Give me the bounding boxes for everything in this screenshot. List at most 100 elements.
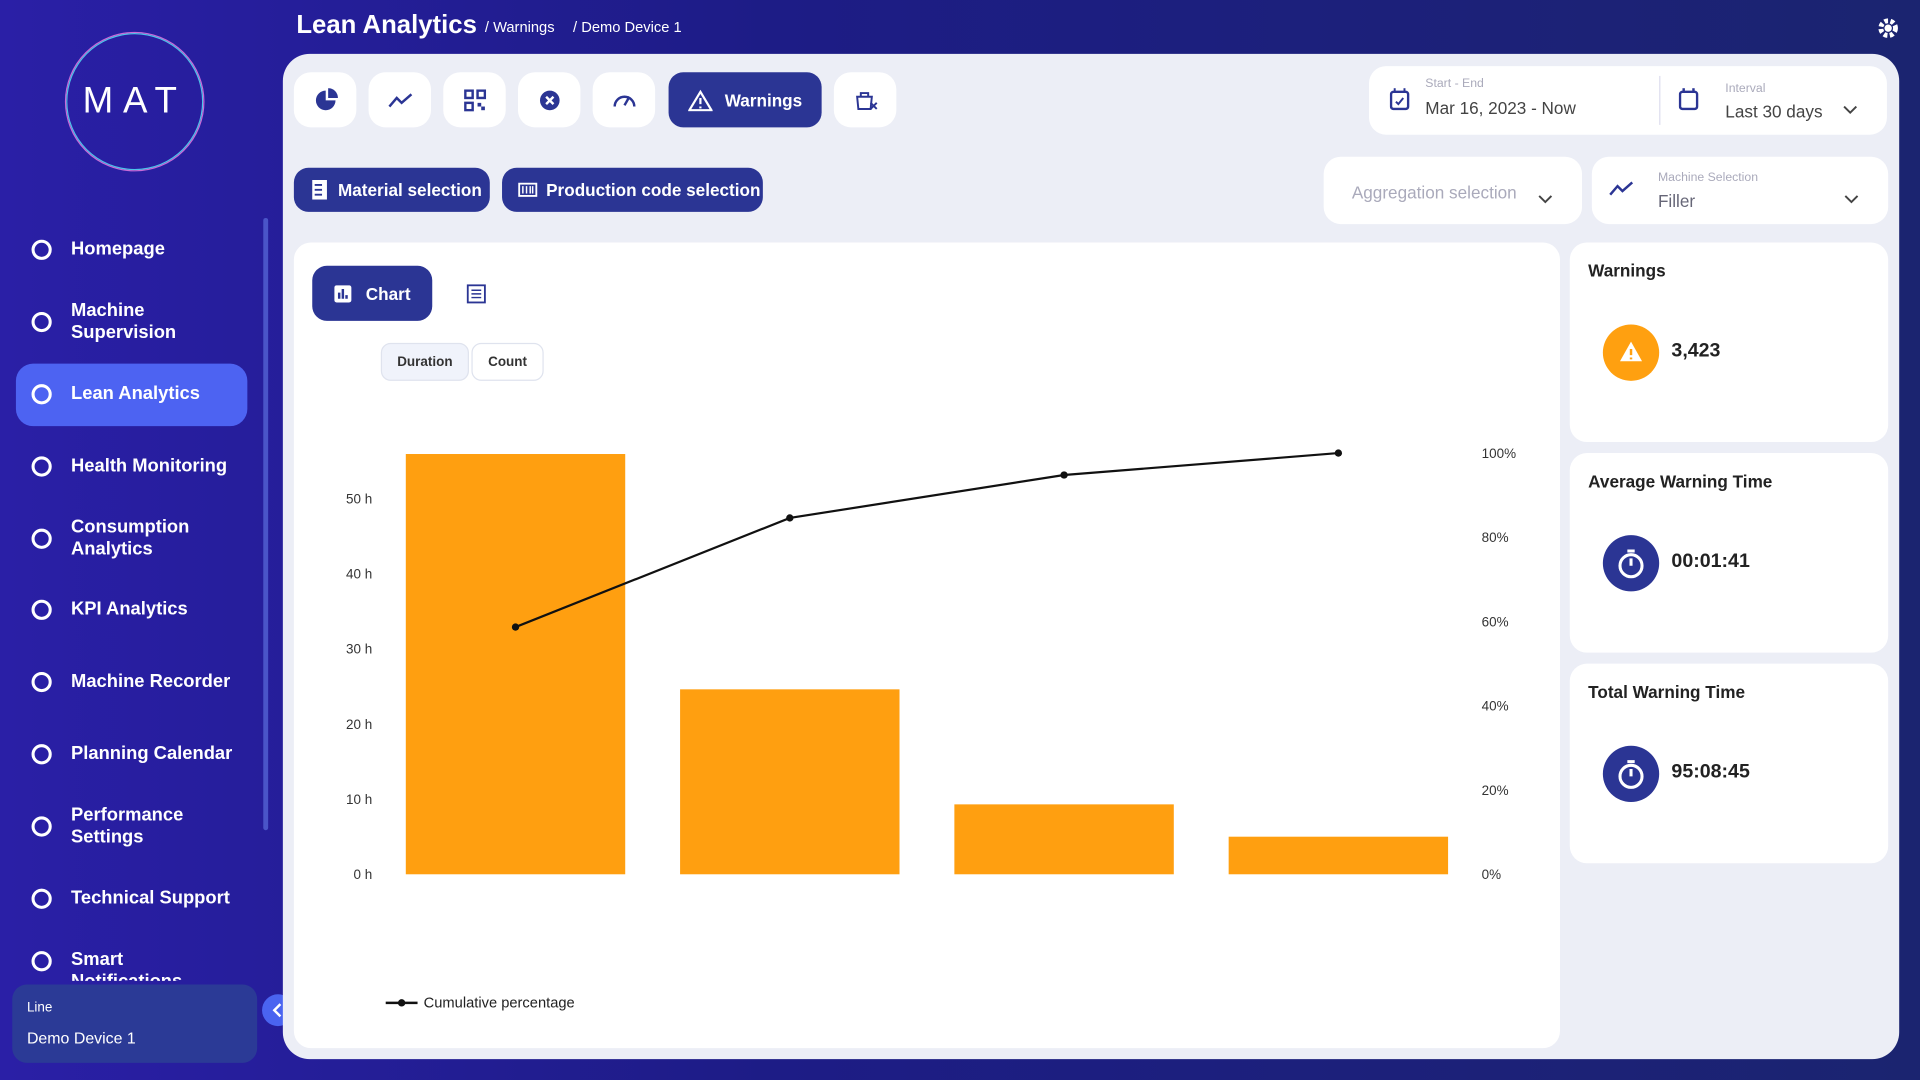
legend-dot [397, 999, 406, 1007]
line-box[interactable]: Line Demo Device 1 [12, 984, 258, 1063]
bar [680, 689, 900, 875]
nav-item[interactable]: Planning Calendar [29, 732, 237, 776]
nav-icon [31, 384, 52, 405]
divider [1659, 75, 1661, 125]
nav-icon [31, 311, 52, 333]
breadcrumb[interactable]: / Warnings [484, 18, 555, 36]
nav-item[interactable]: Health Monitoring [29, 444, 237, 488]
nav-icon [31, 599, 52, 620]
tab-errors[interactable] [517, 72, 581, 128]
breadcrumb[interactable]: / Demo Device 1 [573, 18, 682, 36]
y2-tick-label: 60% [1482, 614, 1509, 629]
table-tab[interactable] [466, 284, 487, 304]
machine-select[interactable]: Machine Selection Filler [1591, 156, 1889, 225]
y-tick-label: 20 h [346, 717, 372, 732]
production-code-button[interactable]: Production code selection [502, 167, 763, 212]
bar [954, 804, 1174, 875]
nav-label: Machine Recorder [71, 671, 231, 692]
card-icon [1602, 535, 1660, 592]
nav-icon [31, 671, 52, 693]
toggle-count[interactable]: Count [471, 342, 544, 381]
card-value: 95:08:45 [1671, 761, 1750, 783]
nav-item[interactable]: Homepage [29, 228, 237, 272]
nav-label: Smart Notifications [71, 948, 182, 981]
settings-icon[interactable] [1876, 16, 1900, 40]
toggle-duration[interactable]: Duration [380, 342, 469, 381]
nav-label: Health Monitoring [71, 455, 228, 477]
y-tick-label: 10 h [346, 792, 372, 807]
logo: MAT [64, 31, 205, 172]
nav-icon [31, 456, 52, 477]
timer-icon [1618, 549, 1644, 579]
line-value: Demo Device 1 [26, 1028, 136, 1047]
y2-tick-label: 100% [1482, 446, 1516, 461]
nav-label: Machine Supervision [71, 300, 177, 343]
nav-item[interactable]: Technical Support [29, 877, 237, 921]
y-tick-label: 30 h [346, 642, 372, 657]
bar [405, 454, 626, 875]
tab-trend[interactable] [368, 72, 432, 128]
chevron [1844, 195, 1859, 204]
nav-label: Homepage [71, 238, 165, 260]
material-button[interactable]: Material selection [293, 167, 490, 212]
interval-value[interactable]: Last 30 days [1725, 101, 1823, 122]
warning-icon [1620, 341, 1643, 362]
nav-label: Technical Support [71, 887, 230, 909]
calendar-icon [1678, 88, 1699, 111]
chart-tab[interactable]: Chart [312, 265, 433, 321]
chart: 0 h 10 h 20 h 30 h 40 h 50 h 0% 20% 40% 60% 80% 100… [346, 446, 1516, 1012]
y2-tick-label: 20% [1482, 783, 1509, 798]
nav-icon [31, 888, 52, 909]
line-point [1060, 471, 1068, 479]
line-point [1334, 449, 1343, 457]
tab-qr[interactable] [443, 72, 506, 128]
card-value: 00:01:41 [1671, 551, 1750, 572]
nav-label: Consumption Analytics [71, 516, 190, 560]
card-icon [1602, 324, 1660, 381]
tab-label: Chart [365, 283, 411, 304]
machine-label: Machine Selection [1657, 171, 1759, 185]
card-value: 3,423 [1671, 340, 1721, 362]
nav-icon [31, 744, 52, 765]
nav-icon [31, 528, 52, 549]
timer-icon [1618, 760, 1644, 789]
button-label: Material selection [337, 180, 482, 200]
aggregation-select[interactable]: Aggregation selection [1323, 156, 1583, 225]
nav-label: KPI Analytics [71, 598, 188, 620]
card-title: Average Warning Time [1588, 471, 1773, 492]
nav-item[interactable]: Consumption Analytics [29, 517, 237, 561]
chevron [1843, 105, 1858, 115]
nav-label: Planning Calendar [71, 743, 233, 765]
chart-panel: Chart Duration Count 0 h 10 h 20 h 30 h 40 h… [293, 242, 1561, 1049]
nav-item[interactable]: Machine Supervision [29, 300, 237, 344]
tab-rejects[interactable] [833, 72, 897, 128]
tab-label: Warnings [724, 90, 803, 110]
nav-icon [31, 816, 52, 837]
nav-item[interactable]: KPI Analytics [29, 588, 237, 632]
date-label: Start - End [1425, 77, 1484, 91]
nav-icon [31, 239, 52, 260]
nav-active-bg [15, 363, 248, 427]
nav-item[interactable]: Machine Recorder [29, 660, 237, 704]
y2-tick-label: 0% [1482, 867, 1501, 882]
tab-speed[interactable] [592, 72, 656, 128]
tab-warnings[interactable]: Warnings [668, 72, 822, 128]
scrollbar [263, 217, 269, 831]
machine-icon [1609, 181, 1634, 196]
y-tick-label: 50 h [346, 491, 372, 506]
nav-item[interactable]: Performance Settings [29, 804, 237, 848]
tab-overview[interactable] [293, 72, 357, 128]
kpi-card: Warnings 3,423 [1569, 242, 1889, 443]
y2-tick-label: 80% [1482, 530, 1509, 545]
date-value[interactable]: Mar 16, 2023 - Now [1425, 97, 1576, 118]
line-label: Line [26, 1000, 53, 1016]
card-title: Warnings [1588, 260, 1666, 281]
line-point [511, 623, 520, 631]
bar [1228, 836, 1449, 875]
chevron [1538, 195, 1553, 204]
card-icon [1602, 745, 1660, 803]
nav-item[interactable]: Lean Analytics [29, 372, 237, 416]
nav-item[interactable]: Smart Notifications [29, 949, 237, 981]
